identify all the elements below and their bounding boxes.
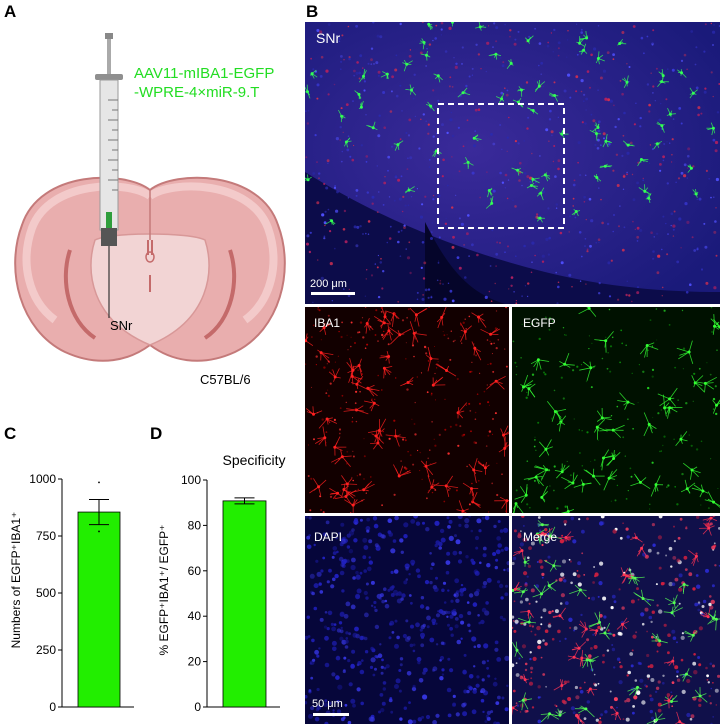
y-tick-label: 1000 <box>29 472 56 486</box>
panel-letter-a: A <box>4 2 17 21</box>
strain-label: C57BL/6 <box>200 372 251 387</box>
chart-d-plot: 0 20 40 60 80 100 <box>181 473 280 714</box>
scale-text-50um: 50 μm <box>312 698 343 710</box>
merge-label: Merge <box>523 530 558 544</box>
chart-c: Numbers of EGFP⁺IBA1⁺ 0 250 500 750 1000 <box>9 472 134 714</box>
chart-d: Specificity % EGFP⁺IBA1⁺/ EGFP⁺ 0 20 40 60 8… <box>157 452 286 714</box>
data-point <box>98 530 100 533</box>
panel-letter-c: C <box>4 424 17 443</box>
scale-text-200um: 200 μm <box>310 278 347 290</box>
y-tick-label: 60 <box>188 564 202 578</box>
iba1-image <box>305 307 509 513</box>
y-tick-label: 250 <box>36 643 56 657</box>
y-tick-label: 100 <box>181 473 201 487</box>
chart-c-plot: 0 250 500 750 1000 <box>29 472 134 714</box>
data-point <box>98 481 100 484</box>
bar <box>222 500 267 708</box>
target-label-snr: SNr <box>110 318 133 333</box>
syringe-icon <box>95 33 123 318</box>
egfp-label: EGFP <box>523 316 556 330</box>
y-tick-label: 20 <box>188 655 202 669</box>
vector-line-2: -WPRE-4×miR-9.T <box>134 84 260 101</box>
chart-d-title: Specificity <box>222 452 285 468</box>
vector-construct-label: AAV11-mIBA1-EGFP -WPRE-4×miR-9.T <box>134 64 274 102</box>
brain-injection-schematic <box>14 33 286 362</box>
vector-line-1: AAV11-mIBA1-EGFP <box>134 65 275 82</box>
y-tick-label: 750 <box>36 529 56 543</box>
panel-letter-b: B <box>306 2 319 21</box>
y-tick-label: 80 <box>188 518 202 532</box>
roi-box <box>437 103 565 229</box>
iba1-label: IBA1 <box>314 316 341 330</box>
chart-c-ylabel: Numbers of EGFP⁺IBA1⁺ <box>9 512 23 649</box>
scale-bar-200um <box>311 292 355 295</box>
y-tick-label: 0 <box>194 700 201 714</box>
dapi-label: DAPI <box>314 530 343 544</box>
region-label-snr: SNr <box>316 30 341 46</box>
snr-overview-image <box>305 22 720 304</box>
egfp-image <box>512 307 720 513</box>
merge-image <box>512 516 720 724</box>
scale-bar-50um <box>313 713 349 716</box>
bar <box>77 511 121 708</box>
panel-letter-d: D <box>150 424 163 443</box>
y-tick-label: 40 <box>188 609 202 623</box>
chart-d-ylabel: % EGFP⁺IBA1⁺/ EGFP⁺ <box>157 524 171 655</box>
dapi-image <box>305 516 509 724</box>
y-tick-label: 0 <box>49 700 56 714</box>
y-tick-label: 500 <box>36 586 56 600</box>
